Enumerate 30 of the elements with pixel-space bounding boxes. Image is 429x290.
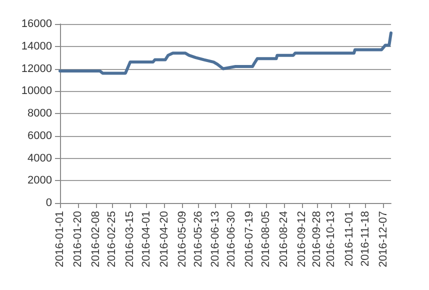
- y-tick-label: 14000: [21, 40, 52, 52]
- x-tick-label: 2016-02-08: [90, 211, 102, 268]
- y-tick-label: 10000: [21, 85, 52, 98]
- x-tick-label: 2016-06-30: [226, 211, 238, 268]
- line-series: [58, 31, 392, 75]
- x-tick-label: 2016-09-28: [311, 211, 324, 268]
- y-tick-label: 6000: [28, 130, 52, 142]
- y-tick-label: 16000: [21, 18, 52, 30]
- x-tick-label: 2016-05-09: [176, 211, 188, 268]
- x-tick-label: 2016-04-01: [140, 211, 152, 268]
- x-tick-label: 2016-11-18: [359, 211, 372, 266]
- x-tick-label: 2016-07-19: [244, 211, 256, 268]
- y-tick-label: 0: [46, 197, 52, 209]
- y-tick-label: 8000: [28, 108, 52, 120]
- x-tick-label: 2016-04-20: [158, 211, 170, 268]
- x-tick-label: 2016-09-12: [296, 211, 308, 268]
- x-tick-label: 2016-11-01: [343, 211, 356, 266]
- x-tick-label: 2016-08-24: [278, 211, 290, 268]
- y-tick-label: 12000: [21, 62, 52, 75]
- x-tick-label: 2016-05-26: [192, 211, 204, 268]
- x-tick-label: 2016-01-01: [54, 211, 66, 268]
- x-tick-label: 2016-03-15: [124, 211, 136, 268]
- y-tick-label: 2000: [28, 174, 52, 187]
- x-tick-label: 2016-08-05: [260, 211, 272, 268]
- x-tick-label: 2016-12-07: [377, 211, 390, 268]
- x-tick-label: 2016-01-20: [72, 211, 84, 268]
- y-tick-label: 4000: [28, 152, 52, 164]
- x-tick-label: 2016-10-13: [325, 211, 338, 268]
- x-tick-label: 2016-06-13: [210, 211, 222, 268]
- x-tick-label: 2016-02-25: [106, 211, 118, 268]
